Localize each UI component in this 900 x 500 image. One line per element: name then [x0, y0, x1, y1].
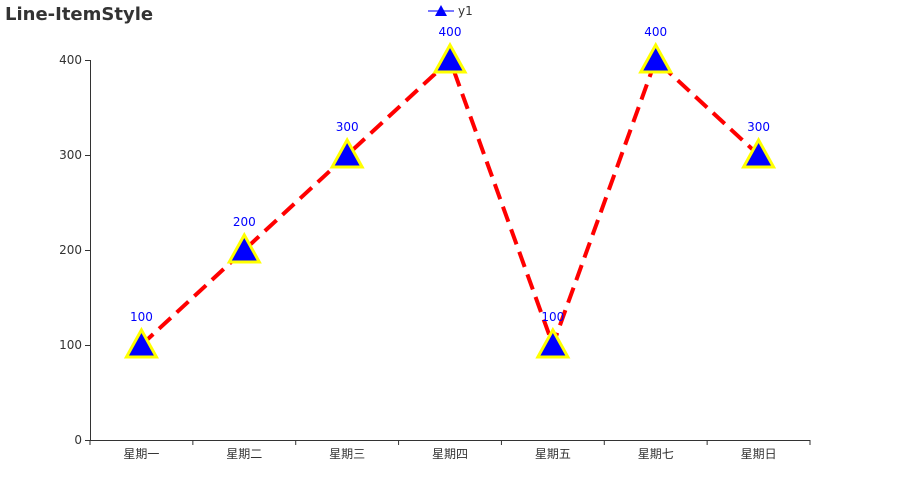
x-tick-label: 星期四 [432, 447, 468, 461]
chart-title: Line-ItemStyle [5, 4, 153, 25]
y-tick-label: 300 [59, 148, 82, 162]
data-point-triangle [741, 136, 777, 169]
data-point-triangle [432, 41, 468, 74]
data-label: 400 [644, 25, 667, 39]
y-tick-label: 200 [59, 243, 82, 257]
data-label: 300 [336, 120, 359, 134]
data-point-triangle [123, 326, 159, 359]
data-label: 100 [541, 310, 564, 324]
data-label: 300 [747, 120, 770, 134]
data-point-triangle [226, 231, 262, 264]
y-tick-label: 400 [59, 53, 82, 67]
x-tick-label: 星期五 [535, 447, 571, 461]
data-label: 400 [439, 25, 462, 39]
x-tick-label: 星期三 [329, 447, 365, 461]
x-tick-label: 星期一 [123, 447, 159, 461]
legend-triangle-icon [435, 5, 447, 16]
y-tick-label: 100 [59, 338, 82, 352]
x-tick-label: 星期二 [226, 447, 262, 461]
data-point-triangle [638, 41, 674, 74]
y-tick-label: 0 [74, 433, 82, 447]
series-line-y1 [140, 56, 760, 351]
legend-item-y1[interactable]: y1 [428, 4, 473, 18]
legend-label: y1 [458, 4, 473, 18]
x-tick-label: 星期日 [741, 447, 777, 461]
data-label: 200 [233, 215, 256, 229]
data-label: 100 [130, 310, 153, 324]
x-tick-label: 星期七 [638, 447, 674, 461]
data-point-triangle [329, 136, 365, 169]
data-point-triangle [535, 326, 571, 359]
